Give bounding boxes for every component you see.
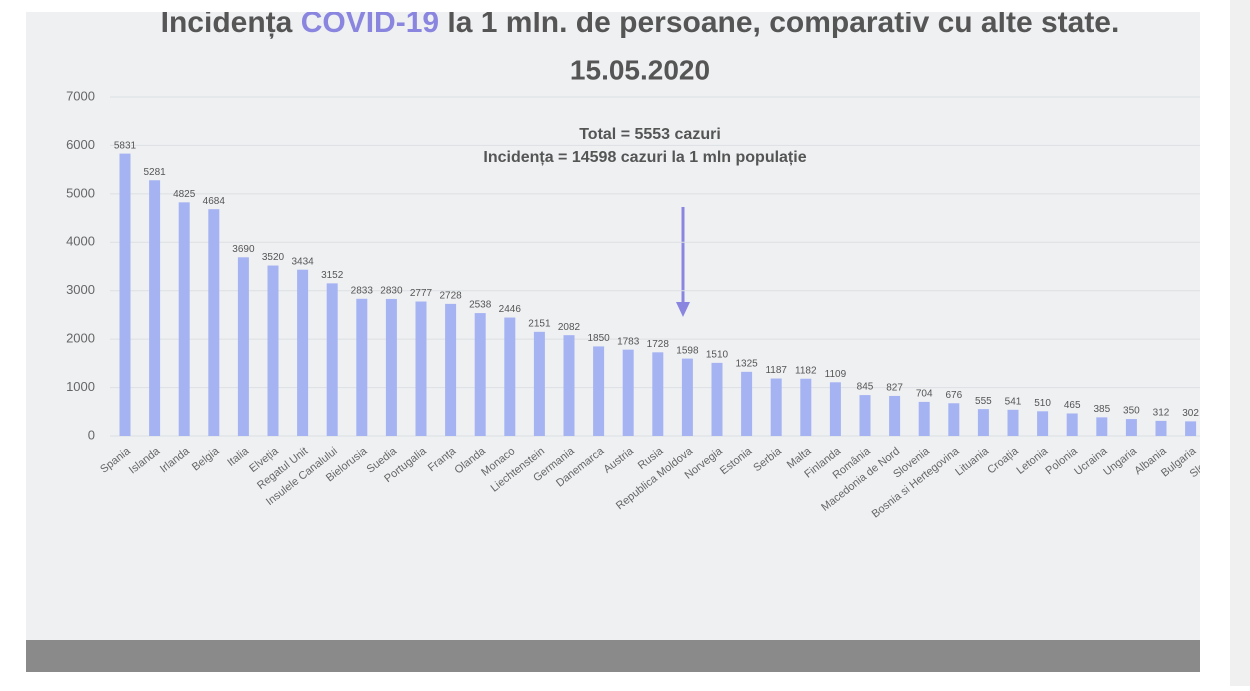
value-label: 1187 [765,365,787,376]
value-label: 2830 [380,286,403,297]
y-tick-label: 7000 [66,88,95,103]
scrollbar [1230,0,1250,686]
value-label: 2728 [439,291,462,302]
chart-subtitle: 15.05.2020 [570,54,710,85]
title-part: la 1 mln. de persoane, comparativ cu alt… [447,6,1119,39]
value-label: 3152 [321,270,344,281]
value-label: 1510 [706,350,729,361]
y-tick-label: 1000 [66,379,95,394]
bar [119,153,131,436]
bar [1096,417,1108,436]
annotation: Total = 5553 cazuri [579,126,721,143]
value-label: 541 [1005,396,1022,407]
bar [711,362,723,436]
title-part: Incidența [161,6,293,39]
bar [622,349,634,436]
value-label: 2538 [469,300,492,311]
value-label: 1109 [825,369,847,380]
value-label: 845 [857,382,874,393]
title-part: COVID-19 [301,6,439,39]
bar [1066,413,1078,436]
value-label: 5281 [143,167,166,178]
bar [267,265,279,436]
bar [1155,420,1167,436]
bar [356,298,368,436]
value-label: 2777 [410,288,433,299]
value-label: 1850 [587,333,610,344]
bar [1185,421,1197,436]
value-label: 1325 [735,358,758,369]
bar [859,395,871,436]
value-label: 4684 [203,196,226,207]
y-tick-label: 2000 [66,331,95,346]
bar [1125,419,1137,436]
chart-title: Incidența COVID-19 la 1 mln. de persoane… [161,6,1120,39]
bar [829,382,841,436]
annotation: Incidența = 14598 cazuri la 1 mln popula… [483,149,806,166]
y-tick-label: 0 [88,427,95,442]
bar [652,352,664,436]
slide [26,12,1200,645]
value-label: 350 [1123,406,1140,417]
screen-bottom [26,640,1200,672]
value-label: 1783 [617,336,640,347]
value-label: 3520 [262,252,285,263]
y-tick-label: 5000 [66,185,95,200]
y-tick-label: 3000 [66,282,95,297]
bar [977,409,989,436]
value-label: 1182 [795,365,817,376]
value-label: 2446 [499,304,522,315]
bar [297,269,309,436]
bar [741,371,753,436]
bar [1007,409,1019,436]
value-label: 704 [916,389,933,400]
bar [326,283,338,436]
bar [208,209,220,436]
value-label: 1728 [647,339,670,350]
bar [1037,411,1049,436]
value-label: 510 [1034,398,1051,409]
value-label: 2082 [558,322,581,333]
bar [948,403,960,436]
value-label: 676 [945,390,962,401]
value-label: 3690 [232,244,255,255]
value-label: 5831 [114,140,137,151]
value-label: 2151 [528,318,551,329]
bar [800,378,812,436]
bar [593,346,605,436]
bar [681,358,693,436]
bar [237,257,249,436]
arrow-head [676,302,690,317]
bar [445,303,457,436]
bar [533,331,545,436]
bar [504,317,516,436]
y-tick-label: 6000 [66,137,95,152]
bar [918,401,930,436]
value-label: 827 [886,383,903,394]
bar [889,395,901,436]
value-label: 465 [1064,400,1081,411]
bar [563,335,575,436]
bar [149,180,161,436]
bar [385,298,397,436]
value-label: 1598 [676,345,699,356]
value-label: 312 [1153,408,1170,419]
bar [415,301,427,436]
bar [178,202,190,436]
bar [474,313,486,436]
value-label: 3434 [291,256,314,267]
value-label: 302 [1182,408,1199,419]
y-tick-label: 4000 [66,234,95,249]
value-label: 2833 [351,285,374,296]
value-label: 4825 [173,189,196,200]
value-label: 555 [975,396,992,407]
value-label: 385 [1093,404,1110,415]
bar [770,378,782,436]
